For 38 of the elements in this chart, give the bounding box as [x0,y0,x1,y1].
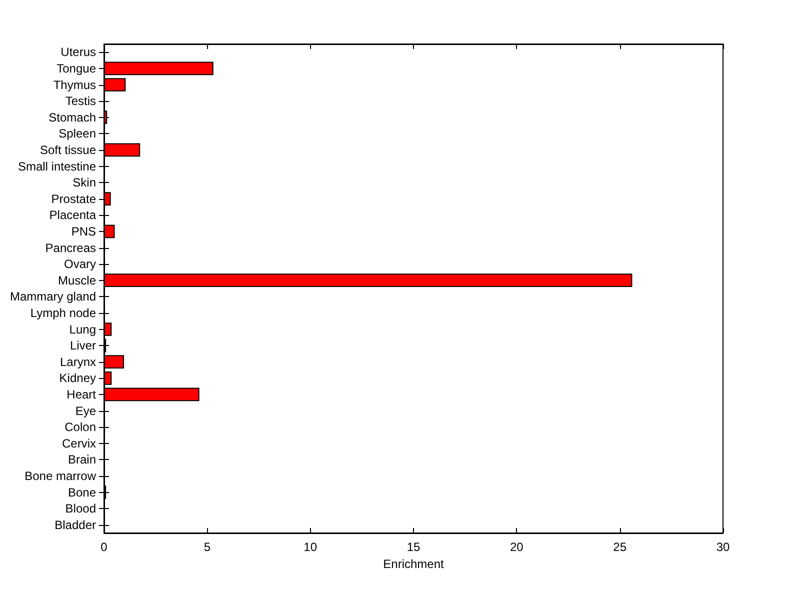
x-tick-label: 30 [716,540,730,554]
y-tick-label: Thymus [53,78,96,92]
x-tick-label: 10 [304,540,318,554]
y-tick-label: Bone [68,485,96,500]
y-tick-label: Muscle [58,273,96,288]
y-tick-label: Lung [69,322,96,336]
y-tick-label: Uterus [60,45,96,60]
y-tick-label: Small intestine [18,159,96,174]
y-tick-label: Cervix [62,436,96,450]
y-tick-label: Heart [66,387,97,402]
y-tick-label: Eye [75,404,96,418]
y-tick-label: Kidney [59,371,96,386]
x-tick-label: 5 [204,540,211,554]
y-tick-label: Brain [68,452,96,467]
y-tick-label: Skin [72,176,96,190]
y-tick-label: Placenta [49,208,96,222]
y-tick-label: Mammary gland [10,290,96,304]
x-tick-label: 20 [510,540,524,554]
y-tick-label: Spleen [58,126,96,141]
y-tick-label: Prostate [51,192,96,206]
y-tick-label: Liver [70,338,96,353]
y-tick-label: PNS [71,224,96,238]
y-tick-label: Stomach [48,110,96,124]
y-tick-label: Lymph node [30,306,96,320]
y-tick-label: Soft tissue [40,142,96,157]
y-tick-label: Blood [65,502,96,516]
y-tick-label: Pancreas [45,240,96,255]
x-tick-label: 15 [406,540,420,554]
y-tick-label: Colon [64,420,96,434]
x-tick-label: 25 [613,540,627,554]
y-tick-label: Tongue [56,61,96,76]
y-tick-label: Bladder [54,518,96,532]
x-axis-title: Enrichment [383,556,445,571]
y-tick-label: Ovary [64,257,96,272]
y-tick-label: Bone marrow [24,468,96,483]
x-tick-label: 0 [100,540,108,554]
y-tick-label: Larynx [60,354,96,369]
y-tick-label: Testis [65,94,96,108]
